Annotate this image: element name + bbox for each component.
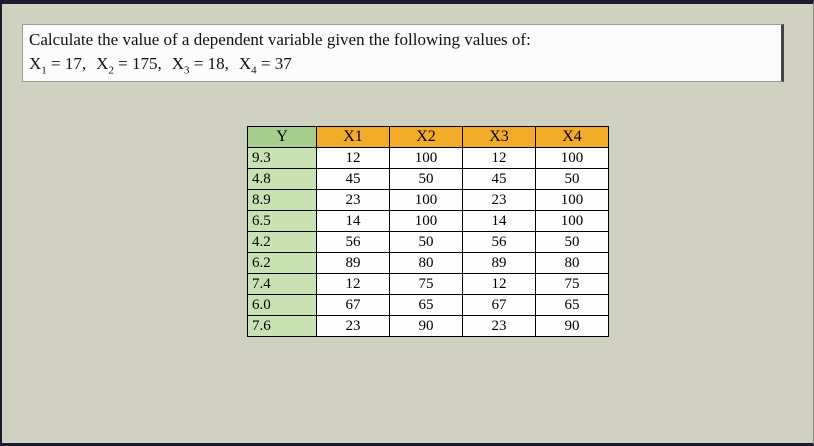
table-cell: 14: [316, 210, 390, 232]
table-cell: 12: [316, 147, 390, 169]
table-cell: 50: [535, 168, 609, 190]
column-header-x2: X2: [389, 126, 463, 148]
given-values: X1 = 17, X2 = 175, X3 = 18, X4 = 37: [29, 54, 292, 77]
table-cell: 6.5: [247, 210, 317, 232]
given-value: X4 = 37: [238, 54, 292, 77]
table-cell: 67: [316, 294, 390, 316]
table-cell: 12: [316, 273, 390, 295]
table-cell: 89: [316, 252, 390, 274]
table-cell: 65: [389, 294, 463, 316]
table-cell: 23: [462, 315, 536, 337]
table-cell: 90: [535, 315, 609, 337]
table-cell: 100: [389, 210, 463, 232]
table-cell: 4.2: [247, 231, 317, 253]
table-cell: 7.6: [247, 315, 317, 337]
table-row: 7.6 23 90 23 90: [247, 315, 609, 337]
given-value: X2 = 175: [96, 54, 158, 77]
given-value: X1 = 17: [29, 54, 82, 77]
table-cell: 23: [316, 315, 390, 337]
table-cell: 50: [389, 231, 463, 253]
given-value: X3 = 18: [171, 54, 225, 77]
table-cell: 23: [462, 189, 536, 211]
table-cell: 14: [462, 210, 536, 232]
table-cell: 75: [389, 273, 463, 295]
question-text: Calculate the value of a dependent varia…: [29, 30, 531, 49]
table-cell: 100: [389, 189, 463, 211]
table-cell: 7.4: [247, 273, 317, 295]
table-cell: 6.2: [247, 252, 317, 274]
table-cell: 45: [462, 168, 536, 190]
table-row: 4.2 56 50 56 50: [247, 231, 609, 253]
table-header-row: Y X1 X2 X3 X4: [247, 126, 609, 148]
table-cell: 9.3: [247, 147, 317, 169]
data-table: Y X1 X2 X3 X4 9.3 12 100 12 100 4.8 45 50 45 50 8.9 23 1…: [247, 126, 609, 337]
table-row: 9.3 12 100 12 100: [247, 147, 609, 169]
table-row: 8.9 23 100 23 100: [247, 189, 609, 211]
table-cell: 80: [389, 252, 463, 274]
column-header-x4: X4: [535, 126, 609, 148]
table-cell: 56: [316, 231, 390, 253]
table-cell: 6.0: [247, 294, 317, 316]
question-panel: Calculate the value of a dependent varia…: [22, 24, 784, 82]
table-cell: 65: [535, 294, 609, 316]
table-row: 6.5 14 100 14 100: [247, 210, 609, 232]
column-header-x3: X3: [462, 126, 536, 148]
table-cell: 8.9: [247, 189, 317, 211]
table-cell: 80: [535, 252, 609, 274]
table-cell: 90: [389, 315, 463, 337]
table-cell: 56: [462, 231, 536, 253]
table-cell: 23: [316, 189, 390, 211]
table-cell: 89: [462, 252, 536, 274]
table-cell: 12: [462, 273, 536, 295]
table-cell: 100: [389, 147, 463, 169]
table-cell: 45: [316, 168, 390, 190]
table-body: 9.3 12 100 12 100 4.8 45 50 45 50 8.9 23 100 23 100 6.5…: [247, 147, 609, 337]
column-header-x1: X1: [316, 126, 390, 148]
table-row: 6.0 67 65 67 65: [247, 294, 609, 316]
table-cell: 100: [535, 189, 609, 211]
table-cell: 100: [535, 147, 609, 169]
table-cell: 12: [462, 147, 536, 169]
table-cell: 75: [535, 273, 609, 295]
table-cell: 50: [389, 168, 463, 190]
table-cell: 100: [535, 210, 609, 232]
table-cell: 50: [535, 231, 609, 253]
column-header-y: Y: [247, 126, 317, 148]
table-row: 7.4 12 75 12 75: [247, 273, 609, 295]
table-cell: 4.8: [247, 168, 317, 190]
table-row: 4.8 45 50 45 50: [247, 168, 609, 190]
table-row: 6.2 89 80 89 80: [247, 252, 609, 274]
table-cell: 67: [462, 294, 536, 316]
